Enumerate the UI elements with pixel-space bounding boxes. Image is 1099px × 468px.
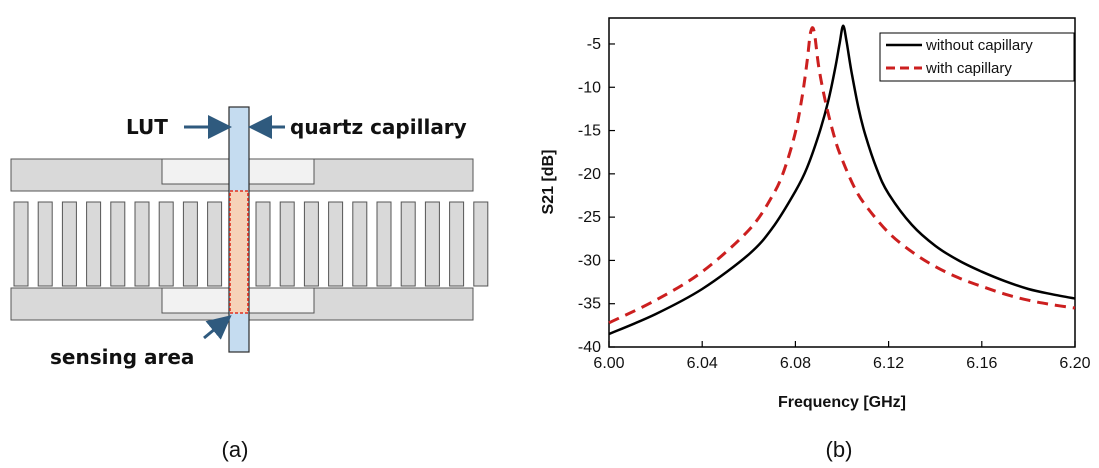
sensing-area-label: sensing area	[50, 345, 194, 369]
finger-5	[134, 201, 150, 287]
y-tick-label: -30	[578, 252, 601, 269]
y-tick-label: -10	[578, 79, 601, 96]
y-tick-label: -40	[578, 339, 601, 356]
legend: without capillary with capillary	[879, 32, 1075, 82]
finger-0	[13, 201, 29, 287]
legend-box	[879, 32, 1075, 82]
finger-4	[110, 201, 126, 287]
finger-14	[352, 201, 368, 287]
finger-17	[424, 201, 440, 287]
y-tick-label: -35	[578, 296, 601, 313]
x-tick-label: 6.08	[780, 355, 811, 372]
finger-15	[376, 201, 392, 287]
x-axis-label: Frequency [GHz]	[778, 394, 906, 411]
series-line-without-capillary	[608, 24, 1076, 336]
y-tick-label: -20	[578, 166, 601, 183]
quartz-capillary-label: quartz capillary	[290, 115, 467, 139]
plot-frame	[608, 17, 1076, 348]
y-tick-label: -25	[578, 209, 601, 226]
y-tick-label: -15	[578, 123, 601, 140]
y-axis-label: S21 [dB]	[540, 150, 557, 215]
plot-lines	[608, 24, 1076, 336]
finger-18	[449, 201, 465, 287]
sensing-arrow	[203, 315, 232, 340]
finger-1	[37, 201, 53, 287]
finger-8	[207, 201, 223, 287]
lut-label: LUT	[126, 115, 168, 139]
legend-label-without: without capillary	[925, 37, 1033, 54]
finger-11	[279, 201, 295, 287]
finger-10	[255, 201, 271, 287]
sensor-schematic: LUT quartz capillary sensing area (a)	[10, 106, 489, 462]
x-tick-label: 6.00	[593, 355, 624, 372]
y-axis-ticks: -40 -35 -30 -25 -20 -15 -10 -5	[578, 36, 615, 356]
x-tick-label: 6.16	[966, 355, 997, 372]
finger-13	[328, 201, 344, 287]
caption-a: (a)	[222, 437, 249, 462]
finger-19	[473, 201, 489, 287]
x-tick-label: 6.04	[687, 355, 718, 372]
finger-2	[61, 201, 77, 287]
legend-label-with: with capillary	[925, 60, 1012, 77]
x-axis-ticks: 6.00 6.04 6.08 6.12 6.16 6.20	[593, 341, 1091, 372]
x-tick-label: 6.12	[873, 355, 904, 372]
finger-7	[182, 201, 198, 287]
finger-16	[400, 201, 416, 287]
x-tick-label: 6.20	[1059, 355, 1090, 372]
finger-6	[158, 201, 174, 287]
sensing-area-region	[229, 190, 249, 314]
finger-12	[303, 201, 319, 287]
finger-3	[86, 201, 102, 287]
s21-chart: -40 -35 -30 -25 -20 -15 -10 -5 6.00 6.04 6.08 6.12…	[540, 17, 1091, 462]
interdigital-fingers	[13, 201, 489, 287]
y-tick-label: -5	[587, 36, 601, 53]
caption-b: (b)	[826, 437, 853, 462]
